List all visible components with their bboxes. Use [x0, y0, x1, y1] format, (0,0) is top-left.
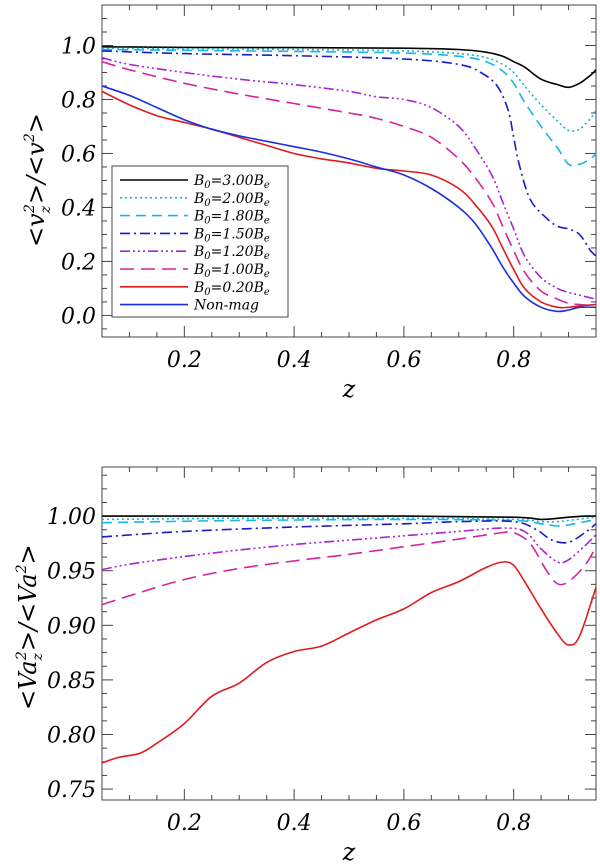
bottom-x-tick-label: 0.2: [167, 811, 202, 836]
top-y-tick-label: 1.0: [61, 34, 96, 59]
top-series-b0-2-00be: [101, 47, 597, 133]
bottom-series-b0-3-00be: [102, 515, 597, 521]
top-legend: B0=3.00BeB0=2.00BeB0=1.80BeB0=1.50BeB0=1…: [111, 165, 289, 318]
top-x-tick-label: 0.8: [496, 348, 531, 373]
top-series-b0-1-80be: [101, 48, 597, 167]
bottom-series-b0-0-20be: [101, 561, 597, 764]
top-x-tick-label: 0.6: [386, 348, 421, 373]
top-series-b0-1-00be: [101, 60, 597, 307]
legend-label-b0-3-00be: B0=3.00Be: [193, 173, 270, 191]
top-y-tick-label: 0.6: [61, 142, 96, 167]
legend-label-b0-0-20be: B0=0.20Be: [193, 280, 270, 298]
legend-label-b0-1-20be: B0=1.20Be: [193, 244, 270, 262]
top-panel: 0.0 0.2 0.4 0.6 0.8 1.0 0.2 0.4 0.6 0.8 B0=3.00B…: [22, 4, 597, 403]
bottom-y-tick-label: 0.85: [47, 669, 96, 694]
bottom-y-tick-label: 0.95: [47, 560, 96, 585]
bottom-x-tick-label: 0.4: [277, 811, 312, 836]
bottom-y-axis-title: <Vaz2>/<Va2>: [14, 544, 46, 710]
bottom-axis-ticks: [101, 467, 597, 800]
legend-label-b0-1-80be: B0=1.80Be: [193, 209, 270, 227]
top-y-axis-title: <vz2>/<v2>: [22, 113, 54, 247]
legend-box: [111, 165, 289, 318]
bottom-series-b0-1-00be: [101, 530, 597, 606]
top-series-lines: [101, 46, 597, 313]
top-x-axis-title: z: [342, 375, 356, 403]
top-axis-ticks: [101, 4, 597, 337]
bottom-y-tick-label: 1.00: [47, 505, 96, 530]
top-x-tick-labels: 0.2 0.4 0.6 0.8: [167, 348, 531, 373]
bottom-x-axis-title: z: [342, 838, 356, 866]
top-y-tick-label: 0.0: [61, 304, 96, 329]
bottom-x-tick-label: 0.6: [386, 811, 421, 836]
top-y-tick-label: 0.8: [61, 88, 96, 113]
bottom-series-lines: [101, 515, 597, 764]
legend-label-b0-1-00be: B0=1.00Be: [193, 262, 270, 280]
bottom-y-tick-label: 0.75: [47, 778, 96, 803]
bottom-x-tick-labels: 0.2 0.4 0.6 0.8: [167, 811, 531, 836]
bottom-y-tick-label: 0.90: [47, 614, 96, 639]
top-y-tick-label: 0.2: [61, 250, 96, 275]
bottom-y-tick-label: 0.80: [47, 723, 96, 748]
top-x-tick-label: 0.2: [167, 348, 202, 373]
bottom-series-b0-1-50be: [101, 520, 597, 544]
top-series-b0-1-20be: [101, 56, 597, 300]
legend-items: B0=3.00BeB0=2.00BeB0=1.80BeB0=1.50BeB0=1…: [120, 173, 270, 314]
top-series-non-mag: [101, 85, 597, 313]
legend-label-b0-1-50be: B0=1.50Be: [193, 226, 270, 244]
bottom-y-tick-labels: 0.75 0.80 0.85 0.90 0.95 1.00: [47, 505, 96, 803]
bottom-series-b0-1-20be: [101, 527, 597, 571]
top-y-tick-labels: 0.0 0.2 0.4 0.6 0.8 1.0: [61, 34, 96, 329]
top-x-tick-label: 0.4: [277, 348, 312, 373]
legend-label-b0-2-00be: B0=2.00Be: [193, 191, 270, 209]
bottom-x-tick-label: 0.8: [496, 811, 531, 836]
top-series-b0-3-00be: [101, 46, 597, 89]
bottom-panel: 0.750.800.850.900.951.00 0.2 0.4 0.6 0.8 z …: [14, 466, 597, 866]
bottom-series-b0-2-00be: [101, 516, 597, 523]
top-series-b0-1-50be: [101, 50, 597, 257]
legend-label-non-mag: Non-mag: [193, 298, 259, 314]
top-y-tick-label: 0.4: [61, 196, 96, 221]
